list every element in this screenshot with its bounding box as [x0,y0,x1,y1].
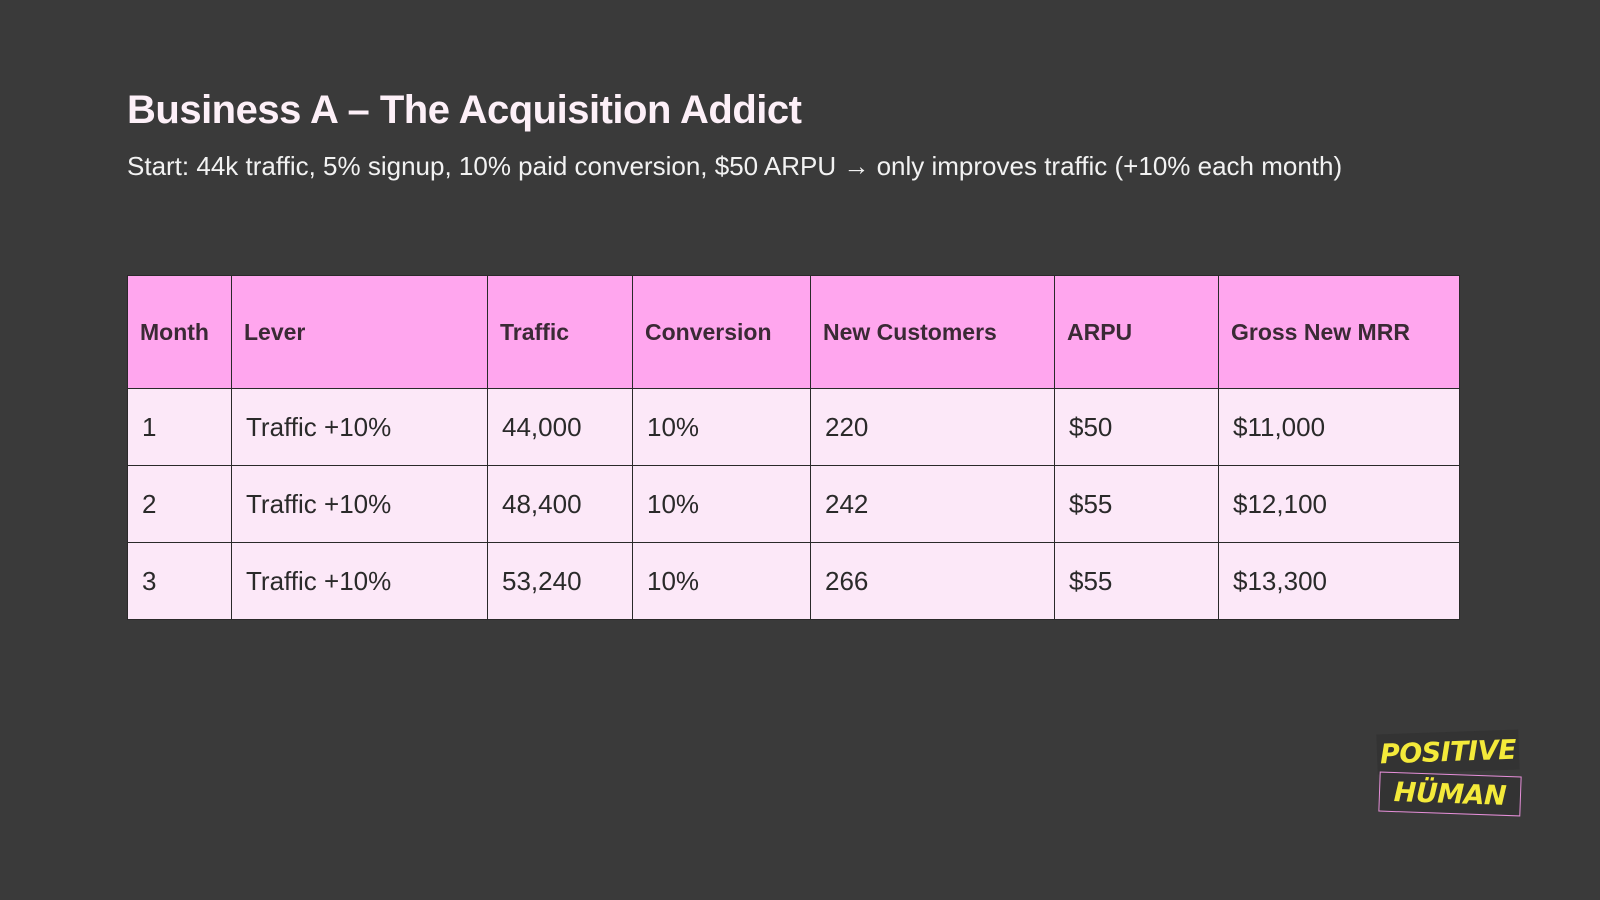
cell-conversion: 10% [632,465,811,543]
cell-arpu: $55 [1054,465,1219,543]
slide-subtitle: Start: 44k traffic, 5% signup, 10% paid … [127,151,1343,181]
cell-arpu: $50 [1054,388,1219,466]
column-header-conversion: Conversion [632,275,811,389]
table-row: 3 Traffic +10% 53,240 10% 266 $55 $13,30… [127,542,1460,620]
cell-arpu: $55 [1054,542,1219,620]
cell-month: 2 [127,465,232,543]
column-header-lever: Lever [231,275,488,389]
table-row: 1 Traffic +10% 44,000 10% 220 $50 $11,00… [127,388,1460,466]
cell-lever: Traffic +10% [231,542,488,620]
column-header-new-customers: New Customers [810,275,1055,389]
slide-title: Business A – The Acquisition Addict [127,88,802,132]
positive-human-logo: POSITIVE HÜMAN [1376,729,1525,818]
cell-month: 3 [127,542,232,620]
cell-month: 1 [127,388,232,466]
cell-new-customers: 242 [810,465,1055,543]
table-header-row: Month Lever Traffic Conversion New Custo… [127,275,1460,389]
cell-lever: Traffic +10% [231,388,488,466]
column-header-gross-new-mrr: Gross New MRR [1218,275,1460,389]
logo-top-block: POSITIVE [1376,729,1520,775]
cell-traffic: 53,240 [487,542,633,620]
metrics-table: Month Lever Traffic Conversion New Custo… [127,275,1460,620]
cell-new-customers: 266 [810,542,1055,620]
logo-line-positive: POSITIVE [1379,734,1517,770]
cell-traffic: 48,400 [487,465,633,543]
logo-line-human: HÜMAN [1393,776,1507,812]
cell-new-customers: 220 [810,388,1055,466]
cell-gross-new-mrr: $13,300 [1218,542,1460,620]
cell-conversion: 10% [632,542,811,620]
cell-lever: Traffic +10% [231,465,488,543]
column-header-arpu: ARPU [1054,275,1219,389]
cell-gross-new-mrr: $12,100 [1218,465,1460,543]
cell-traffic: 44,000 [487,388,633,466]
column-header-traffic: Traffic [487,275,633,389]
table-row: 2 Traffic +10% 48,400 10% 242 $55 $12,10… [127,465,1460,543]
logo-bottom-block: HÜMAN [1378,771,1522,817]
column-header-month: Month [127,275,232,389]
cell-conversion: 10% [632,388,811,466]
cell-gross-new-mrr: $11,000 [1218,388,1460,466]
